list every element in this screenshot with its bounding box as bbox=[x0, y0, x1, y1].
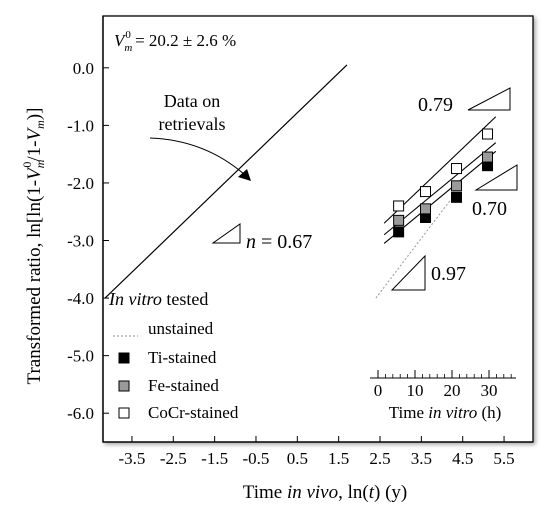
x-tick-label: 4.5 bbox=[452, 449, 473, 468]
slope-triangle-cocr bbox=[467, 87, 511, 111]
vm-annotation: Vm0 = 20.2 ± 2.6 % bbox=[114, 29, 236, 54]
slope-label-cocr: 0.79 bbox=[418, 94, 453, 116]
inset-tick-label: 10 bbox=[407, 381, 424, 400]
y-tick-label: -4.0 bbox=[67, 289, 94, 308]
slope-label-fe-ti: 0.70 bbox=[472, 198, 507, 220]
cocr-stained-point bbox=[451, 163, 463, 175]
fe-stained-point bbox=[393, 214, 405, 226]
legend-fe-label: Fe-stained bbox=[148, 376, 219, 395]
x-tick-label: -0.5 bbox=[243, 449, 270, 468]
legend-ti-label: Ti-stained bbox=[148, 348, 217, 367]
slope-triangle-unstained bbox=[390, 254, 426, 291]
retrievals-line bbox=[104, 64, 348, 299]
unstained-line bbox=[375, 199, 451, 299]
legend-fe-swatch bbox=[118, 380, 130, 392]
inset-tick-label: 30 bbox=[481, 381, 498, 400]
slope-triangle-fe-ti bbox=[474, 164, 518, 191]
retrievals-arrow bbox=[149, 137, 246, 176]
x-tick-label: 2.5 bbox=[369, 449, 390, 468]
x-axis-label: Time in vivo, ln(t) (y) bbox=[243, 482, 408, 503]
y-tick-label: 0.0 bbox=[73, 59, 94, 78]
slope-triangle-retrievals bbox=[211, 223, 241, 244]
ti-stained-point bbox=[393, 226, 405, 238]
ti-stained-point bbox=[451, 191, 463, 203]
legend-ti-swatch bbox=[118, 352, 130, 364]
x-tick-label: 1.5 bbox=[328, 449, 349, 468]
fe-stained-point bbox=[482, 151, 494, 163]
series-layer bbox=[375, 116, 497, 299]
retrievals-annotation-line2: retrievals bbox=[159, 114, 226, 134]
retrievals-arrowhead bbox=[238, 169, 251, 181]
x-tick-label: 5.5 bbox=[493, 449, 514, 468]
x-axis: -3.5 -2.5 -1.5 -0.5 0.5 1.5 2.5 3.5 4.5 5.5 bbox=[103, 436, 533, 468]
retrievals-annotation-line1: Data on bbox=[164, 91, 220, 111]
slope-label-retrievals: n = 0.67 bbox=[246, 231, 312, 253]
fe-stained-point bbox=[451, 180, 463, 192]
inset-tick-label: 0 bbox=[374, 381, 383, 400]
slope-label-unstained: 0.97 bbox=[431, 263, 466, 285]
y-axis-label: Transformed ratio, ln[ln(1-Vm0/1-Vm)] bbox=[20, 108, 47, 385]
y-tick-label: -2.0 bbox=[67, 174, 94, 193]
legend-unstained-label: unstained bbox=[148, 319, 214, 338]
x-tick-label: -1.5 bbox=[201, 449, 228, 468]
inset-axis-label: Time in vitro (h) bbox=[389, 403, 502, 422]
y-tick-label: -1.0 bbox=[67, 116, 94, 135]
plot-frame bbox=[102, 15, 534, 443]
y-tick-label: -6.0 bbox=[67, 404, 94, 423]
inset-time-axis: 0 10 20 30 Time in vitro (h) bbox=[370, 370, 516, 422]
cocr-stained-point bbox=[393, 200, 405, 212]
cocr-stained-point bbox=[482, 128, 494, 140]
y-tick-label: -3.0 bbox=[67, 232, 94, 251]
fe-stained-point bbox=[420, 203, 431, 215]
cocr-stained-point bbox=[420, 186, 431, 198]
legend: In vitro tested unstained Ti-stained Fe-… bbox=[108, 289, 239, 422]
inset-tick-label: 20 bbox=[444, 381, 461, 400]
x-tick-label: 3.5 bbox=[411, 449, 432, 468]
legend-cocr-label: CoCr-stained bbox=[148, 403, 239, 422]
x-tick-label: 0.5 bbox=[287, 449, 308, 468]
legend-cocr-swatch bbox=[118, 407, 130, 419]
x-tick-label: -2.5 bbox=[160, 449, 187, 468]
y-tick-label: -5.0 bbox=[67, 347, 94, 366]
x-tick-label: -3.5 bbox=[118, 449, 145, 468]
y-axis: 0.0 -1.0 -2.0 -3.0 -4.0 -5.0 -6.0 bbox=[67, 16, 109, 442]
legend-title: In vitro tested bbox=[108, 289, 208, 309]
